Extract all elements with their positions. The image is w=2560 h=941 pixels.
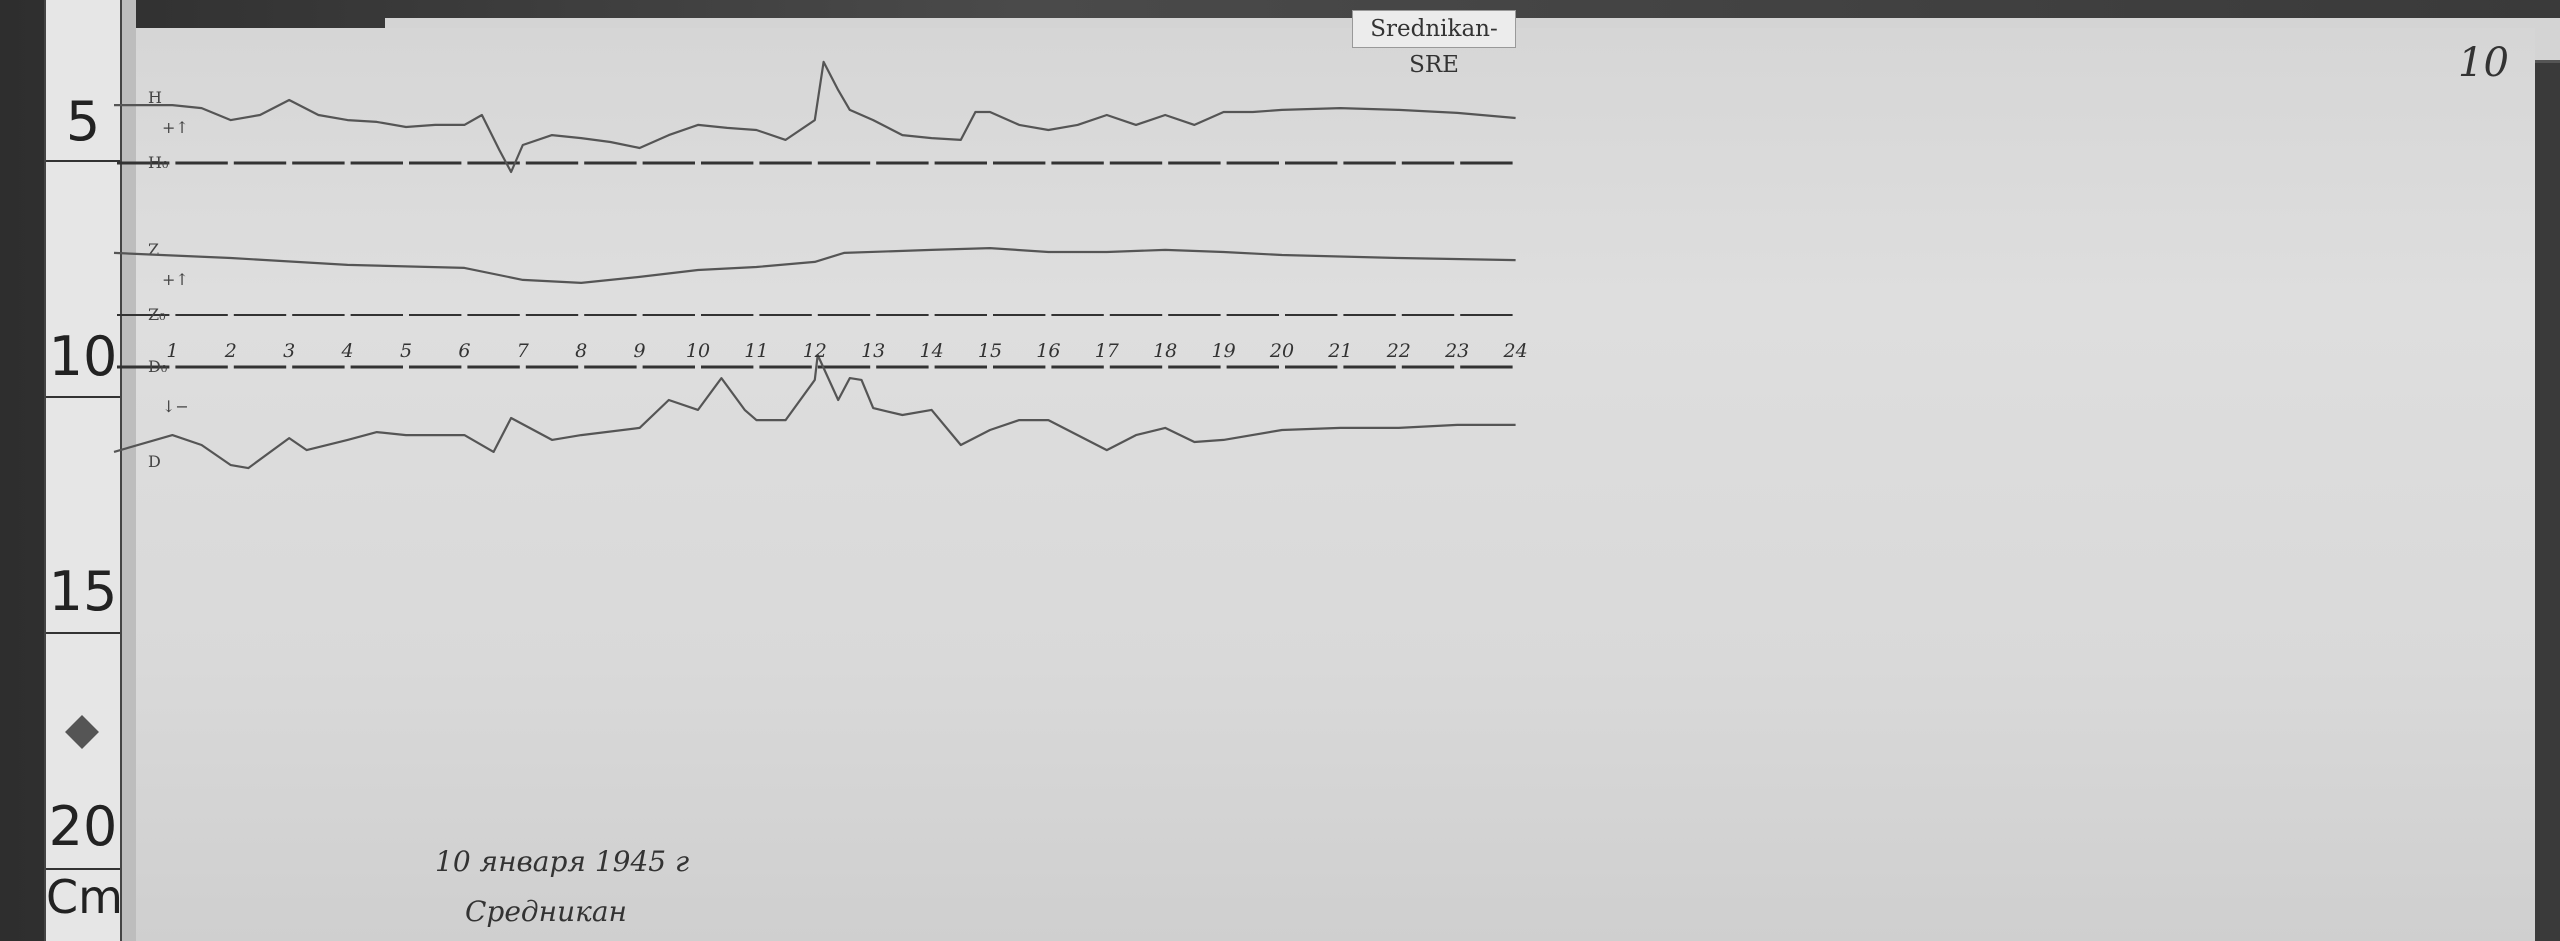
glass-edge bbox=[120, 0, 136, 941]
hour-tick-label: 12 bbox=[803, 340, 827, 362]
place-annotation: Средникан bbox=[465, 895, 627, 928]
hour-tick-label: 11 bbox=[744, 340, 768, 362]
direction-mark: +↑ bbox=[162, 118, 189, 137]
ruler-unit: Cm bbox=[46, 870, 123, 924]
hour-tick-label: 16 bbox=[1036, 340, 1060, 362]
trace-label: D bbox=[148, 452, 161, 471]
hour-tick-label: 10 bbox=[686, 340, 710, 362]
trace-h bbox=[114, 60, 1516, 174]
hour-tick-label: 21 bbox=[1327, 340, 1352, 362]
hour-tick-label: 15 bbox=[978, 340, 1002, 362]
trace-z bbox=[113, 247, 1516, 284]
trace-label: Z bbox=[148, 240, 159, 259]
ruler-mark: 15 bbox=[48, 560, 118, 623]
hour-tick-label: 4 bbox=[341, 340, 354, 362]
ruler-line bbox=[46, 868, 120, 870]
hour-tick-label: 13 bbox=[861, 340, 885, 362]
hour-tick-label: 20 bbox=[1269, 340, 1294, 362]
baseline-label: Z₀ bbox=[148, 305, 166, 324]
ruler-mark: 10 bbox=[48, 325, 118, 388]
hour-tick-label: 9 bbox=[634, 340, 646, 362]
hour-tick-label: 3 bbox=[283, 340, 295, 362]
ruler: 5 10 15 20 Cm bbox=[44, 0, 123, 941]
hour-tick-label: 17 bbox=[1095, 340, 1120, 362]
ruler-mark: 5 bbox=[65, 90, 101, 153]
direction-mark: ↓− bbox=[162, 397, 189, 416]
hour-tick-label: 6 bbox=[458, 340, 470, 362]
direction-mark: +↑ bbox=[162, 270, 189, 289]
hour-tick-label: 18 bbox=[1153, 340, 1177, 362]
trace-d bbox=[113, 353, 1516, 470]
sheet-number: 10 bbox=[2458, 40, 2509, 86]
hour-tick-label: 19 bbox=[1212, 340, 1236, 362]
hour-tick-label: 2 bbox=[224, 340, 237, 362]
trace-label: H bbox=[148, 88, 162, 107]
date-annotation: 10 января 1945 г bbox=[435, 845, 690, 878]
hour-tick-label: 22 bbox=[1386, 340, 1411, 362]
hour-tick-label: 1 bbox=[166, 340, 178, 362]
hour-tick-label: 24 bbox=[1503, 340, 1528, 362]
ruler-line bbox=[46, 396, 120, 398]
station-label: Srednikan-SRE bbox=[1352, 10, 1516, 78]
hour-tick-label: 14 bbox=[920, 340, 944, 362]
hour-tick-label: 7 bbox=[517, 340, 530, 362]
ruler-line bbox=[46, 632, 120, 634]
ruler-line bbox=[46, 160, 120, 162]
ruler-mark: 20 bbox=[48, 795, 118, 858]
baseline-label: H₀ bbox=[148, 153, 168, 172]
magnetogram-paper bbox=[135, 28, 2535, 941]
hour-tick-label: 5 bbox=[400, 340, 412, 362]
baseline-label: D₀ bbox=[148, 357, 167, 376]
hour-tick-label: 23 bbox=[1444, 340, 1469, 362]
hour-tick-label: 8 bbox=[575, 340, 587, 362]
